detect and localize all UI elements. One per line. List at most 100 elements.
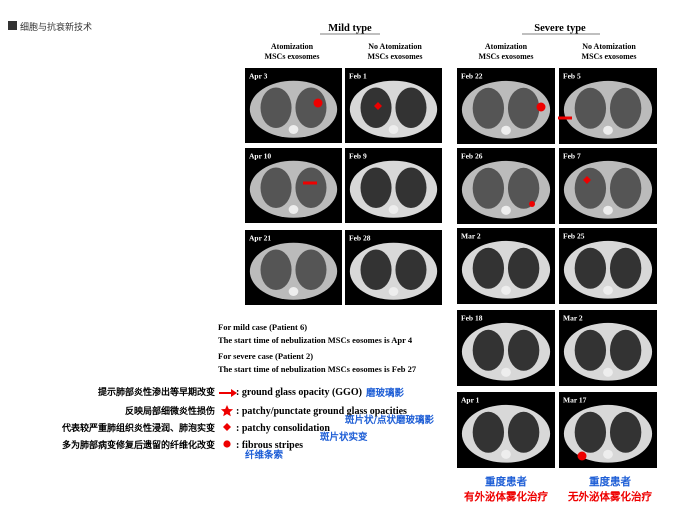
column-header: No Atomization [582,42,636,51]
lesion-marker [313,98,323,108]
ct-lung [360,249,392,290]
ct-lung [574,329,607,371]
ct-lung [472,411,505,453]
ct-spine [501,367,511,377]
panel-date: Apr 1 [461,396,480,405]
ct-lung [507,329,540,371]
note-line: For mild case (Patient 6) [218,322,307,332]
ct-lung [295,249,327,290]
ct-lung [507,87,540,129]
dot-symbol [223,440,231,448]
lesion-marker [529,201,535,207]
ct-spine [388,205,399,214]
panel-date: Mar 17 [563,396,587,405]
panel-date: Feb 1 [349,72,367,81]
ct-spine [288,125,299,134]
lesion-marker [558,116,572,120]
legend-symbols [219,389,237,448]
ct-lung [472,247,505,289]
ct-lung [574,167,607,209]
lesion-marker [577,451,587,461]
caption-therapy: 无外泌体雾化治疗 [567,490,652,503]
ct-lung [295,167,327,208]
ct-spine [388,125,399,134]
ct-spine [603,449,613,459]
column-header: MSCs exosomes [479,52,534,61]
ct-spine [388,287,399,296]
ct-lung [395,87,427,128]
legend-zh: 多为肺部病变修复后遗留的纤维化改变 [62,439,215,451]
ct-spine [501,205,511,215]
note-line: For severe case (Patient 2) [218,351,313,361]
date-bg [247,232,275,243]
legend-zh: 反映局部细微炎性损伤 [125,405,215,417]
note-line: The start time of nebulization MSCs eoso… [218,335,413,345]
panel-date: Apr 3 [249,72,268,81]
panel-date: Feb 7 [563,152,581,161]
legend-note: 斑片状/点状磨玻璃影 [345,414,434,426]
ct-lung [295,87,327,128]
ct-lung [574,411,607,453]
arrow-symbol [219,389,237,397]
date-bg [459,312,487,323]
column-header: MSCs exosomes [368,52,423,61]
lesion-marker [374,102,382,110]
panel-date: Feb 18 [461,314,483,323]
ct-lung [260,87,292,128]
date-bg [459,394,487,405]
note-line: The start time of nebulization MSCs eoso… [218,364,417,374]
legend-note: 纤维条索 [245,449,284,461]
panel-date: Feb 5 [563,72,581,81]
severe-title: Severe type [534,23,586,34]
ct-lung [507,167,540,209]
header-icon [8,21,17,30]
ct-lung [472,329,505,371]
header-title: 细胞与抗衰新技术 [20,21,92,33]
legend-en: : patchy/punctate ground glass opacities [236,406,407,417]
mild-title: Mild type [328,23,372,34]
column-header: Atomization [271,42,314,51]
legend-note: 斑片状实变 [320,431,368,443]
ct-spine [603,367,613,377]
panel-date: Feb 22 [461,72,483,81]
date-bg [459,150,487,161]
ct-spine [603,125,613,135]
legend-zh: 提示肺部炎性渗出等早期改变 [98,386,215,398]
ct-lung [360,167,392,208]
ct-lung [395,167,427,208]
date-bg [347,232,375,243]
ct-lung [609,411,642,453]
caption-therapy: 有外泌体雾化治疗 [464,490,548,503]
ct-lung [260,167,292,208]
date-bg [459,70,487,81]
panel-date: Feb 9 [349,152,367,161]
diamond-symbol [223,423,231,431]
date-bg [561,394,589,405]
ct-lung [260,249,292,290]
ct-lung [395,249,427,290]
ct-spine [501,125,511,135]
legend-note: 磨玻璃影 [365,387,405,399]
panel-date: Apr 21 [249,234,271,243]
date-bg [459,230,487,241]
ct-lung [609,167,642,209]
star-symbol [220,405,234,417]
ct-lung [574,87,607,129]
ct-lung [472,167,505,209]
date-bg [561,312,589,323]
ct-spine [603,285,613,295]
column-header: No Atomization [368,42,422,51]
date-bg [561,150,589,161]
ct-lung [609,247,642,289]
lesion-marker [583,176,591,184]
panel-date: Feb 25 [563,232,585,241]
ct-spine [288,205,299,214]
ct-spine [603,205,613,215]
date-bg [347,70,375,81]
panel-date: Mar 2 [461,232,481,241]
panel-date: Feb 26 [461,152,483,161]
legend-zh: 代表较严重肺组织炎性浸润、肺泡实变 [61,422,215,434]
legend-en: : fibrous stripes [236,440,303,451]
ct-lung [472,87,505,129]
